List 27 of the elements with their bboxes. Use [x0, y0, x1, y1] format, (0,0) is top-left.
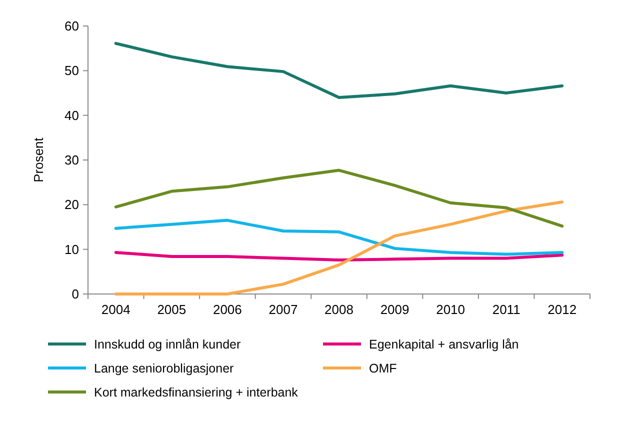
- line-series: [114, 168, 564, 228]
- y-tick-label: 50: [64, 63, 79, 78]
- x-tick-label: 2012: [548, 302, 577, 317]
- y-tick-label: 0: [72, 286, 79, 302]
- y-tick-label: 10: [64, 242, 79, 257]
- legend-label: Lange seniorobligasjoner: [94, 361, 234, 376]
- line-series: [114, 218, 564, 256]
- legend-label: OMF: [369, 361, 398, 376]
- line-series: [114, 42, 564, 99]
- x-tick-label: 2008: [324, 302, 354, 317]
- legend-label: Innskudd og innlån kunder: [94, 337, 241, 352]
- legend-label: Kort markedsfinansiering + interbank: [94, 385, 299, 400]
- x-tick-label: 2004: [101, 302, 130, 317]
- y-axis-title: Prosent: [31, 137, 46, 182]
- x-tick-label: 2006: [212, 302, 242, 317]
- y-tick-label: 20: [64, 197, 79, 212]
- x-tick-label: 2005: [157, 302, 186, 317]
- x-tick-label: 2011: [492, 302, 520, 317]
- x-tick-label: 2009: [380, 302, 410, 317]
- line-series: [114, 200, 564, 296]
- legend-label: Egenkapital + ansvarlig lån: [369, 337, 519, 352]
- line-series: [114, 250, 564, 262]
- y-tick-label: 30: [64, 152, 79, 168]
- y-tick-label: 60: [64, 18, 79, 34]
- x-tick-label: 2007: [268, 302, 298, 317]
- y-tick-label: 40: [64, 108, 79, 123]
- x-tick-label: 2010: [436, 302, 466, 317]
